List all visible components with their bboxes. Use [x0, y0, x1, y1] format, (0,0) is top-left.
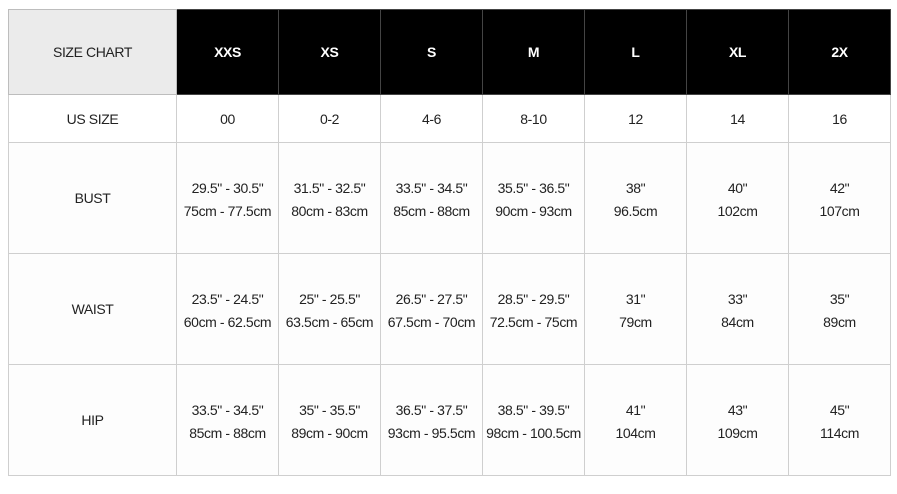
measurement-row-hip: HIP 33.5" - 34.5" 85cm - 88cm 35" - 35.5" 89…: [8, 364, 891, 476]
cm-value: 79cm: [619, 314, 652, 330]
row-label: US SIZE: [8, 94, 177, 143]
inches-value: 38": [625, 180, 646, 196]
cm-value: 63.5cm - 65cm: [285, 314, 374, 330]
inches-value: 36.5" - 37.5": [395, 402, 468, 418]
measurement-cell: 31" 79cm: [584, 253, 687, 365]
inches-value: 23.5" - 24.5": [191, 291, 264, 307]
inches-value: 35": [829, 291, 850, 307]
size-chart-table: SIZE CHART XXS XS S M L XL 2X US SIZE 00 0-2 4-6…: [8, 9, 891, 476]
inches-value: 26.5" - 27.5": [395, 291, 468, 307]
inches-value: 43": [727, 402, 748, 418]
measurement-cell: 29.5" - 30.5" 75cm - 77.5cm: [176, 142, 279, 254]
cm-value: 102cm: [717, 203, 758, 219]
cm-value: 84cm: [721, 314, 754, 330]
size-header-xl: XL: [686, 9, 789, 95]
inches-value: 45": [829, 402, 850, 418]
cm-value: 72.5cm - 75cm: [489, 314, 578, 330]
cm-value: 96.5cm: [613, 203, 658, 219]
inches-value: 31.5" - 32.5": [293, 180, 366, 196]
size-chart-title: SIZE CHART: [8, 9, 177, 95]
measurement-cell: 23.5" - 24.5" 60cm - 62.5cm: [176, 253, 279, 365]
us-size-cell: 14: [686, 94, 789, 143]
cm-value: 98cm - 100.5cm: [486, 425, 581, 441]
cm-value: 85cm - 88cm: [393, 203, 470, 219]
measurement-cell: 33" 84cm: [686, 253, 789, 365]
cm-value: 109cm: [717, 425, 758, 441]
measurement-cell: 31.5" - 32.5" 80cm - 83cm: [278, 142, 381, 254]
measurement-row-bust: BUST 29.5" - 30.5" 75cm - 77.5cm 31.5" - 32…: [8, 142, 891, 254]
measurement-cell: 28.5" - 29.5" 72.5cm - 75cm: [482, 253, 585, 365]
cm-value: 90cm - 93cm: [495, 203, 572, 219]
inches-value: 29.5" - 30.5": [191, 180, 264, 196]
us-size-cell: 12: [584, 94, 687, 143]
inches-value: 33.5" - 34.5": [191, 402, 264, 418]
measurement-cell: 35" 89cm: [788, 253, 891, 365]
size-header-s: S: [380, 9, 483, 95]
cm-value: 107cm: [819, 203, 860, 219]
inches-value: 38.5" - 39.5": [497, 402, 570, 418]
measurement-cell: 25" - 25.5" 63.5cm - 65cm: [278, 253, 381, 365]
header-row: SIZE CHART XXS XS S M L XL 2X: [8, 9, 891, 95]
cm-value: 67.5cm - 70cm: [387, 314, 476, 330]
measurement-cell: 43" 109cm: [686, 364, 789, 476]
inches-value: 25" - 25.5": [299, 291, 360, 307]
measurement-cell: 42" 107cm: [788, 142, 891, 254]
cm-value: 75cm - 77.5cm: [183, 203, 272, 219]
inches-value: 31": [625, 291, 646, 307]
measurement-cell: 38.5" - 39.5" 98cm - 100.5cm: [482, 364, 585, 476]
inches-value: 28.5" - 29.5": [497, 291, 570, 307]
cm-value: 93cm - 95.5cm: [387, 425, 476, 441]
measurement-cell: 33.5" - 34.5" 85cm - 88cm: [380, 142, 483, 254]
us-size-row: US SIZE 00 0-2 4-6 8-10 12 14 16: [8, 94, 891, 143]
inches-value: 42": [829, 180, 850, 196]
us-size-cell: 16: [788, 94, 891, 143]
cm-value: 60cm - 62.5cm: [183, 314, 272, 330]
measurement-cell: 41" 104cm: [584, 364, 687, 476]
measurement-cell: 38" 96.5cm: [584, 142, 687, 254]
measurement-cell: 36.5" - 37.5" 93cm - 95.5cm: [380, 364, 483, 476]
inches-value: 33": [727, 291, 748, 307]
measurement-cell: 40" 102cm: [686, 142, 789, 254]
measurement-cell: 33.5" - 34.5" 85cm - 88cm: [176, 364, 279, 476]
inches-value: 35" - 35.5": [299, 402, 360, 418]
cm-value: 89cm: [823, 314, 856, 330]
cm-value: 85cm - 88cm: [189, 425, 266, 441]
cm-value: 89cm - 90cm: [291, 425, 368, 441]
us-size-cell: 4-6: [380, 94, 483, 143]
size-header-2x: 2X: [788, 9, 891, 95]
measurement-cell: 35" - 35.5" 89cm - 90cm: [278, 364, 381, 476]
size-header-m: M: [482, 9, 585, 95]
us-size-cell: 00: [176, 94, 279, 143]
inches-value: 41": [625, 402, 646, 418]
us-size-cell: 8-10: [482, 94, 585, 143]
row-label: HIP: [8, 364, 177, 476]
measurement-cell: 45" 114cm: [788, 364, 891, 476]
measurement-cell: 26.5" - 27.5" 67.5cm - 70cm: [380, 253, 483, 365]
cm-value: 104cm: [615, 425, 656, 441]
size-header-l: L: [584, 9, 687, 95]
inches-value: 35.5" - 36.5": [497, 180, 570, 196]
us-size-cell: 0-2: [278, 94, 381, 143]
size-header-xxs: XXS: [176, 9, 279, 95]
inches-value: 33.5" - 34.5": [395, 180, 468, 196]
measurement-row-waist: WAIST 23.5" - 24.5" 60cm - 62.5cm 25" - 25.…: [8, 253, 891, 365]
measurement-cell: 35.5" - 36.5" 90cm - 93cm: [482, 142, 585, 254]
inches-value: 40": [727, 180, 748, 196]
cm-value: 80cm - 83cm: [291, 203, 368, 219]
row-label: BUST: [8, 142, 177, 254]
row-label: WAIST: [8, 253, 177, 365]
cm-value: 114cm: [820, 425, 859, 441]
size-header-xs: XS: [278, 9, 381, 95]
